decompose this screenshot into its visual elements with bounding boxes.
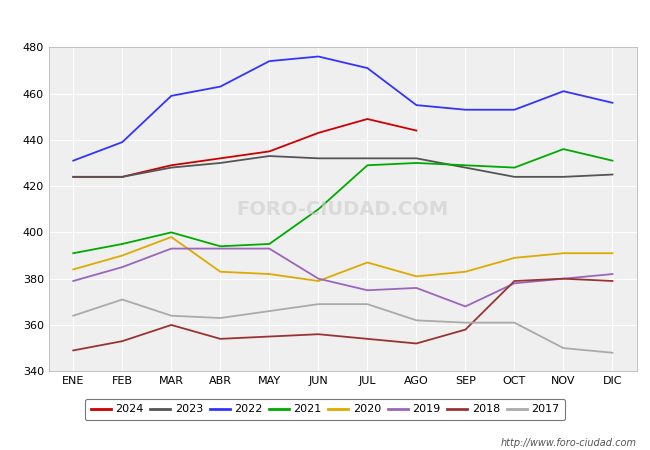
Text: Afiliados en Les Planes d'Hostoles a 31/8/2024: Afiliados en Les Planes d'Hostoles a 31/… xyxy=(131,11,519,29)
Text: http://www.foro-ciudad.com: http://www.foro-ciudad.com xyxy=(501,438,637,448)
Legend: 2024, 2023, 2022, 2021, 2020, 2019, 2018, 2017: 2024, 2023, 2022, 2021, 2020, 2019, 2018… xyxy=(85,399,565,420)
Text: FORO-CIUDAD.COM: FORO-CIUDAD.COM xyxy=(237,200,449,219)
